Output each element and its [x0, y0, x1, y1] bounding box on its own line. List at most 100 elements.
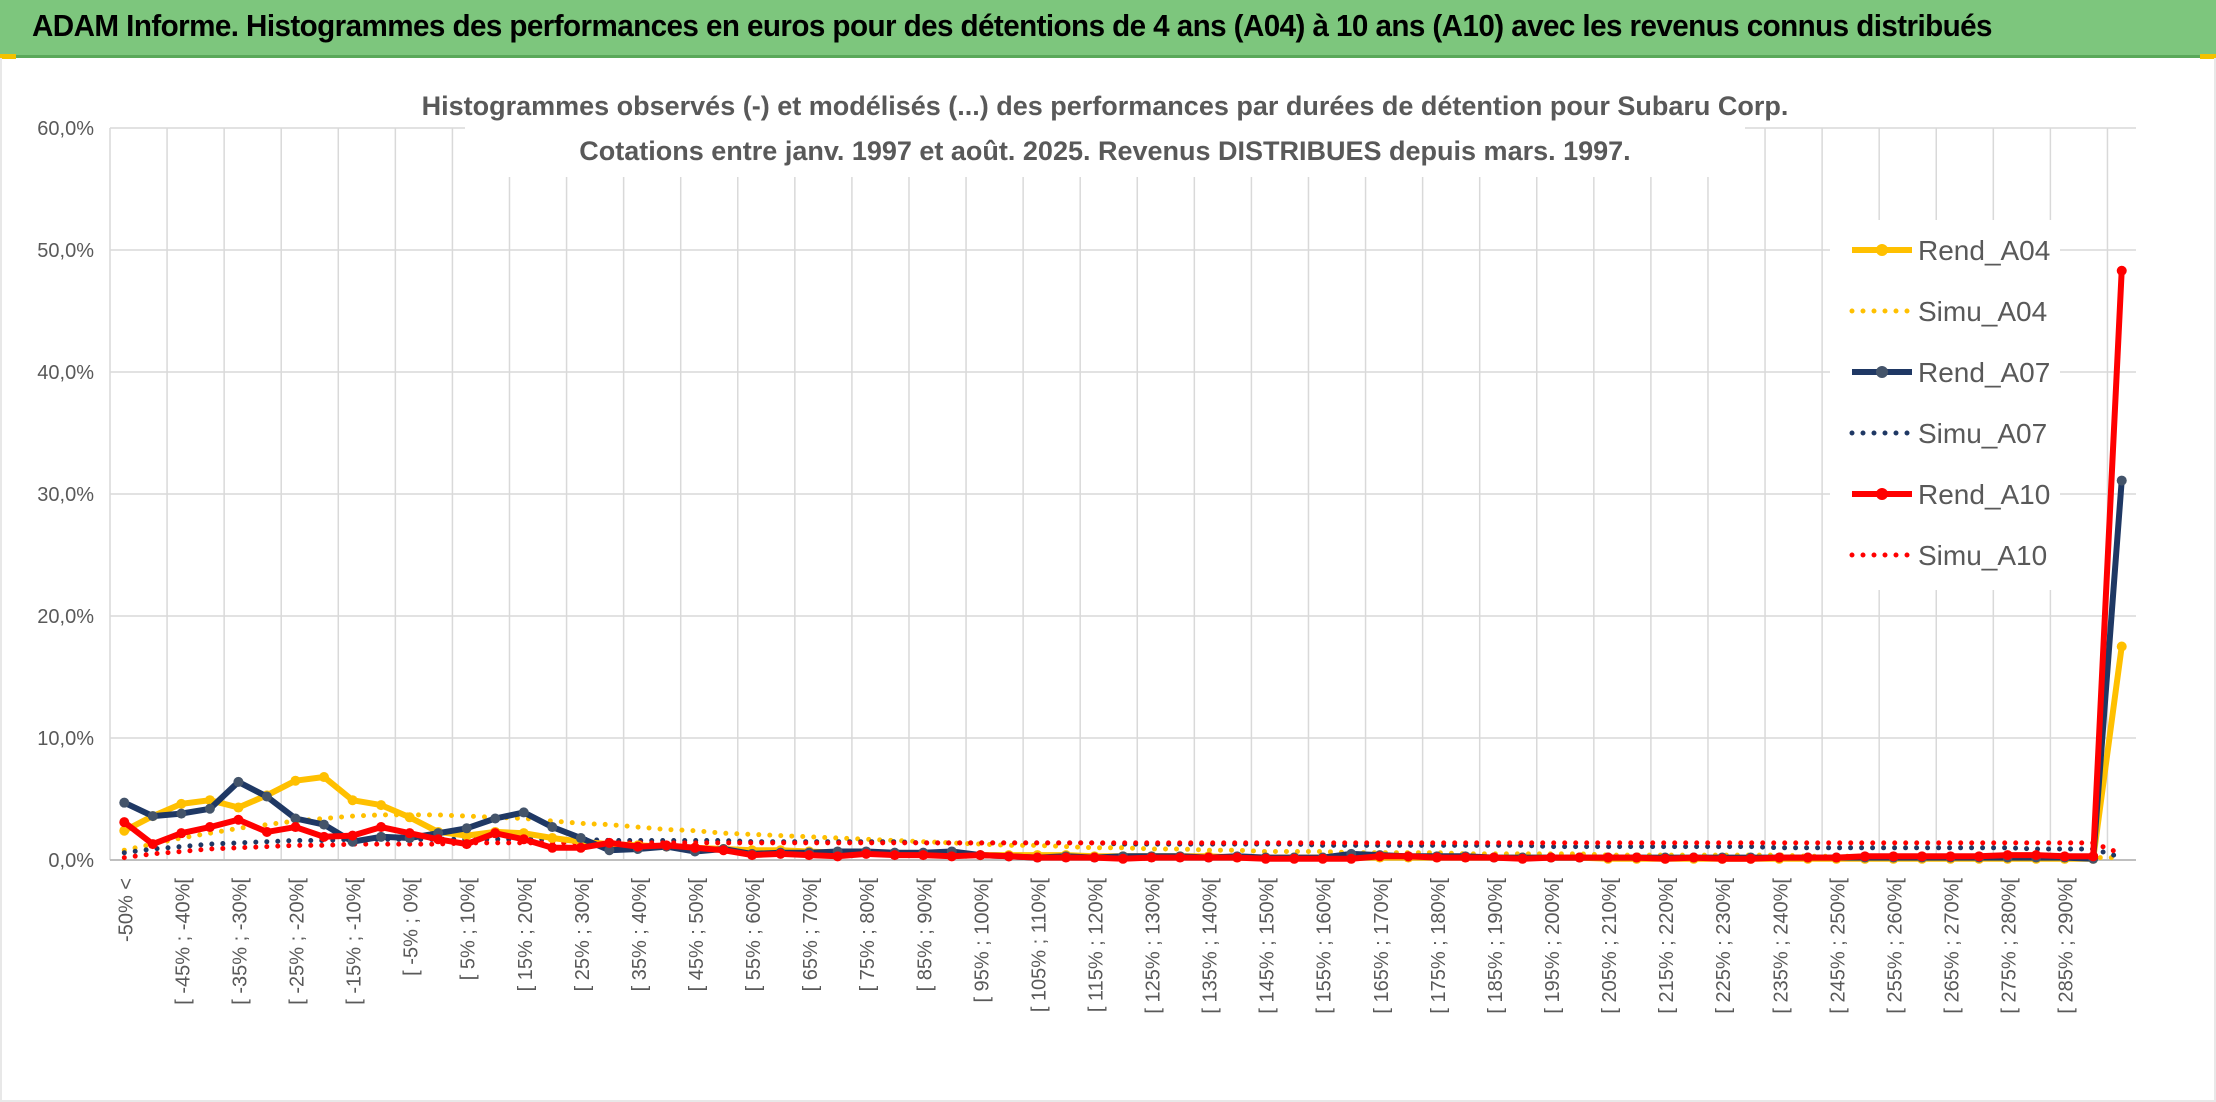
- data-point: [204, 822, 215, 833]
- x-tick-label: [ 215% ; 220%[: [1656, 878, 1678, 1014]
- chart-frame: [0, 58, 2216, 1102]
- data-point: [119, 817, 130, 828]
- data-point: [1060, 852, 1071, 863]
- legend-label: Rend_A07: [1918, 357, 2050, 388]
- data-point: [1203, 852, 1214, 863]
- data-point: [1717, 853, 1728, 864]
- data-point: [461, 830, 472, 841]
- data-point: [490, 813, 501, 824]
- data-point: [804, 850, 815, 861]
- x-tick-label: [ 195% ; 200%[: [1542, 878, 1564, 1014]
- data-point: [518, 834, 529, 845]
- data-point: [376, 831, 387, 842]
- data-point: [832, 851, 843, 862]
- series-rend-a10: [119, 265, 2127, 864]
- x-tick-label: [ 115% ; 120%[: [1085, 878, 1107, 1013]
- data-point: [2002, 850, 2013, 861]
- data-point: [1431, 852, 1442, 863]
- legend-marker: [1876, 244, 1888, 256]
- x-tick-label: [ 275% ; 280%[: [1999, 878, 2021, 1014]
- data-point: [747, 850, 758, 861]
- data-point: [1146, 852, 1157, 863]
- series-line: [121, 840, 2125, 861]
- data-point: [604, 845, 615, 856]
- x-tick-label: [ 235% ; 240%[: [1770, 878, 1792, 1014]
- data-point: [1118, 853, 1128, 864]
- data-point: [376, 800, 387, 811]
- data-point: [347, 795, 358, 806]
- legend-item: Rend_A04: [1852, 235, 2050, 266]
- data-point: [1631, 852, 1642, 863]
- data-point: [1403, 851, 1414, 862]
- legend-label: Rend_A04: [1918, 235, 2050, 266]
- data-point: [1888, 851, 1899, 862]
- x-axis: -50% < [ -45% ; -40%[[ -35% ; -30%[[ -25%…: [115, 878, 2077, 1014]
- data-point: [1974, 851, 1985, 862]
- data-point: [1546, 852, 1557, 863]
- data-point: [604, 837, 615, 848]
- x-tick-label: [ 35% ; 40%[: [629, 878, 651, 992]
- data-point: [290, 813, 301, 824]
- x-tick-label: [ 155% ; 160%[: [1314, 878, 1336, 1014]
- data-point: [1774, 852, 1785, 863]
- data-point: [946, 851, 957, 862]
- data-point: [119, 797, 130, 808]
- data-point: [918, 850, 929, 861]
- legend-item: Rend_A10: [1852, 479, 2050, 510]
- data-point: [233, 814, 244, 825]
- data-point: [1032, 852, 1043, 863]
- data-point: [1688, 852, 1699, 863]
- data-point: [2031, 850, 2042, 861]
- data-point: [1460, 852, 1471, 863]
- data-point: [290, 822, 301, 833]
- data-point: [889, 850, 900, 861]
- data-point: [547, 822, 558, 833]
- data-point: [1232, 852, 1243, 863]
- data-point: [319, 819, 330, 830]
- chart-subtitle: Cotations entre janv. 1997 et août. 2025…: [579, 136, 1630, 166]
- x-tick-label: [ 205% ; 210%[: [1599, 878, 1621, 1014]
- chart-title-background: [465, 82, 1745, 177]
- data-point: [2116, 475, 2127, 486]
- legend-label: Simu_A04: [1918, 296, 2047, 327]
- data-point: [319, 772, 330, 783]
- series-rend-a04: [119, 641, 2127, 864]
- series-rend-a07: [119, 475, 2127, 864]
- legend-item: Simu_A10: [1849, 540, 2047, 571]
- data-point: [176, 828, 187, 839]
- data-point: [2116, 265, 2127, 276]
- data-point: [1175, 852, 1186, 863]
- y-tick-label: 50,0%: [37, 240, 94, 262]
- data-point: [176, 808, 187, 819]
- data-point: [147, 839, 158, 850]
- data-point: [2059, 851, 2070, 862]
- data-point: [575, 842, 586, 853]
- x-tick-label: -50% <: [115, 878, 137, 942]
- legend-box: [1830, 220, 2060, 590]
- x-tick-label: [ -5% ; 0%[: [401, 878, 423, 976]
- y-tick-label: 30,0%: [37, 484, 94, 506]
- x-tick-label: [ -45% ; -40%[: [172, 878, 194, 1005]
- x-tick-label: [ 225% ; 230%[: [1713, 878, 1735, 1014]
- x-tick-label: [ -35% ; -30%[: [229, 878, 251, 1005]
- data-point: [975, 850, 986, 861]
- y-tick-label: 40,0%: [37, 362, 94, 384]
- data-point: [261, 826, 272, 837]
- report-title: ADAM Informe. Histogrammes des performan…: [32, 8, 1993, 43]
- report-header: ADAM Informe. Histogrammes des performan…: [0, 0, 2216, 58]
- data-point: [1260, 853, 1271, 864]
- data-point: [404, 812, 415, 823]
- data-point: [404, 828, 415, 839]
- x-tick-label: [ 5% ; 10%[: [458, 878, 480, 981]
- series-lines: [119, 265, 2127, 864]
- legend-item: Simu_A04: [1849, 296, 2047, 327]
- x-tick-label: [ 255% ; 260%[: [1884, 878, 1906, 1014]
- x-tick-label: [ 285% ; 290%[: [2056, 878, 2078, 1014]
- legend-marker: [1876, 366, 1888, 378]
- data-point: [689, 842, 700, 853]
- data-point: [147, 811, 158, 822]
- x-tick-label: [ 145% ; 150%[: [1257, 878, 1279, 1014]
- x-tick-label: [ 105% ; 110%[: [1028, 878, 1050, 1013]
- data-point: [547, 833, 558, 844]
- corner-accent-right: [2200, 54, 2216, 59]
